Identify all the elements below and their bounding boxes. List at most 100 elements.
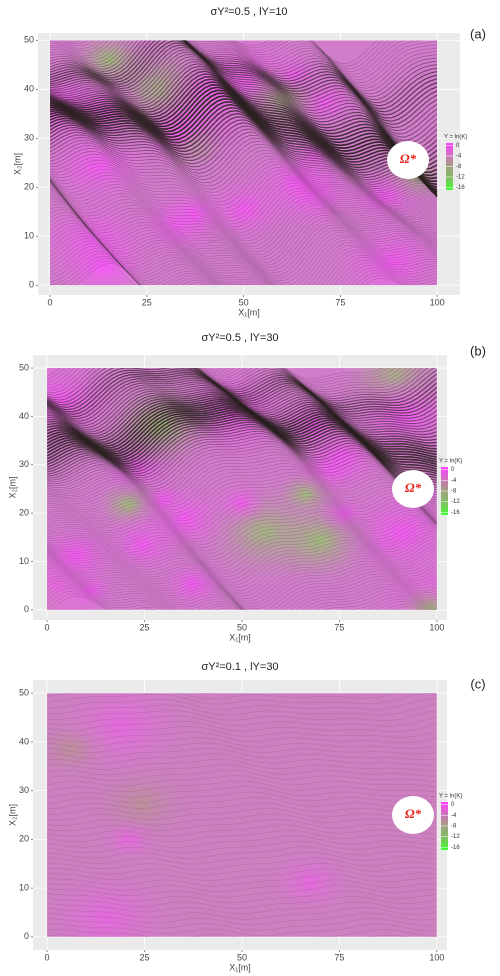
streamline [47,863,437,876]
streamline [47,368,407,389]
streamline [50,40,424,78]
streamline [47,463,437,515]
streamline [47,542,437,583]
streamline [50,220,438,284]
streamline [50,70,438,161]
streamline [47,559,437,610]
streamline [50,158,438,203]
streamline [50,40,438,95]
streamline [50,63,438,151]
streamline [47,835,437,848]
streamline [50,180,438,230]
y-tick-label: 10 [19,882,29,892]
streamline [47,457,437,511]
streamline [50,243,438,286]
streamline [47,377,437,420]
streamline [47,460,437,513]
streamline [47,553,437,599]
streamline [47,896,437,909]
x-tick-label: 0 [45,952,50,962]
streamline [50,40,438,89]
streamline [50,179,438,224]
x-tick-label: 75 [334,952,344,962]
streamline [47,585,434,610]
streamline [50,230,438,286]
streamline [47,520,437,560]
x-tick-label: 50 [237,622,247,632]
streamline [50,175,438,218]
streamline [50,78,438,171]
streamline [56,40,390,70]
streamline [47,879,437,892]
streamline [47,514,437,554]
streamline [47,890,437,904]
streamline [47,731,437,744]
blob [47,517,125,593]
colorbar-tick-label: -8 [451,824,457,830]
streamline [47,710,437,721]
streamline [47,737,437,749]
blob [47,712,119,786]
streamline [50,233,438,286]
y-tick-label: 20 [19,508,29,518]
blob [96,815,162,865]
streamline [50,42,438,122]
streamline [50,149,438,197]
streamline [47,371,437,413]
streamline [50,214,438,279]
streamline [50,44,438,125]
streamline [47,561,437,610]
streamline [47,819,437,832]
colorbar-tick-label: 0 [456,143,460,149]
streamline [47,813,437,826]
streamline [47,478,437,521]
streamline [50,225,438,286]
streamline [66,40,378,64]
annotation-badge [392,796,434,834]
streamline [50,40,438,113]
streamline [50,253,438,286]
colorbar-tick-label: -4 [451,813,457,819]
streamline [47,764,437,777]
streamline [47,580,437,610]
streamline [47,769,437,783]
streamline [47,808,437,821]
streamline [47,568,437,610]
streamline [47,554,437,602]
streamline [50,110,438,197]
streamline [50,182,438,242]
streamline [47,775,437,788]
streamline [50,235,438,286]
streamline [47,759,437,772]
annotation: Ω* [405,806,422,821]
streamline [47,375,437,418]
panel-label: (c) [470,676,485,691]
streamline [47,547,437,589]
streamline [47,780,437,793]
streamline [47,565,437,610]
streamline [50,188,438,253]
blob [50,222,161,286]
chart-title: σY²=0.1 , lY=30 [201,661,278,673]
colorbar-tick-label: 0 [451,467,455,473]
streamline [47,857,437,870]
streamline [50,40,438,107]
x-tick-label: 50 [239,297,249,307]
streamline [47,555,437,605]
field [47,368,437,610]
annotation: Ω* [405,480,422,495]
streamline [50,140,438,194]
streamline [50,240,438,286]
colorbar-tick-label: -12 [451,499,460,505]
streamline [68,260,438,286]
streamline [61,40,384,67]
streamline [50,112,438,197]
colorbar-tick-label: -16 [456,185,465,191]
streamline [50,116,438,198]
streamline [50,222,438,286]
streamline [47,934,408,937]
x-tick-label: 100 [429,622,444,632]
streamline [50,128,438,196]
y-tick-label: 10 [19,556,29,566]
